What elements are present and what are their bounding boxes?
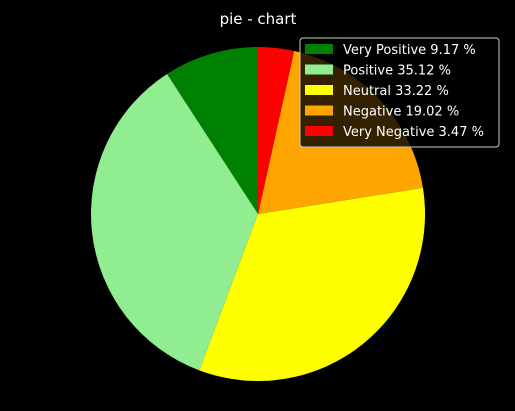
pie-slice-1: [90, 73, 258, 371]
legend-label-2: Neutral 33.22 %: [343, 84, 449, 99]
legend-swatch-3: [305, 105, 333, 116]
legend: Very Positive 9.17 % Positive 35.12 % Neut…: [299, 37, 500, 148]
legend-label-3: Negative 19.02 %: [343, 105, 459, 120]
legend-label-0: Very Positive 9.17 %: [343, 43, 476, 58]
legend-swatch-2: [305, 85, 333, 95]
legend-swatch-4: [305, 126, 333, 136]
chart-title: pie - chart: [220, 10, 297, 28]
legend-label-1: Positive 35.12 %: [343, 64, 451, 79]
legend-swatch-1: [305, 64, 333, 75]
legend-label-4: Very Negative 3.47 %: [343, 125, 484, 140]
pie-slice-2: [199, 187, 426, 382]
pie-slice-4: [258, 47, 295, 214]
legend-box: [299, 37, 500, 148]
pie-slice-0: [167, 47, 258, 214]
legend-swatch-0: [305, 44, 333, 54]
